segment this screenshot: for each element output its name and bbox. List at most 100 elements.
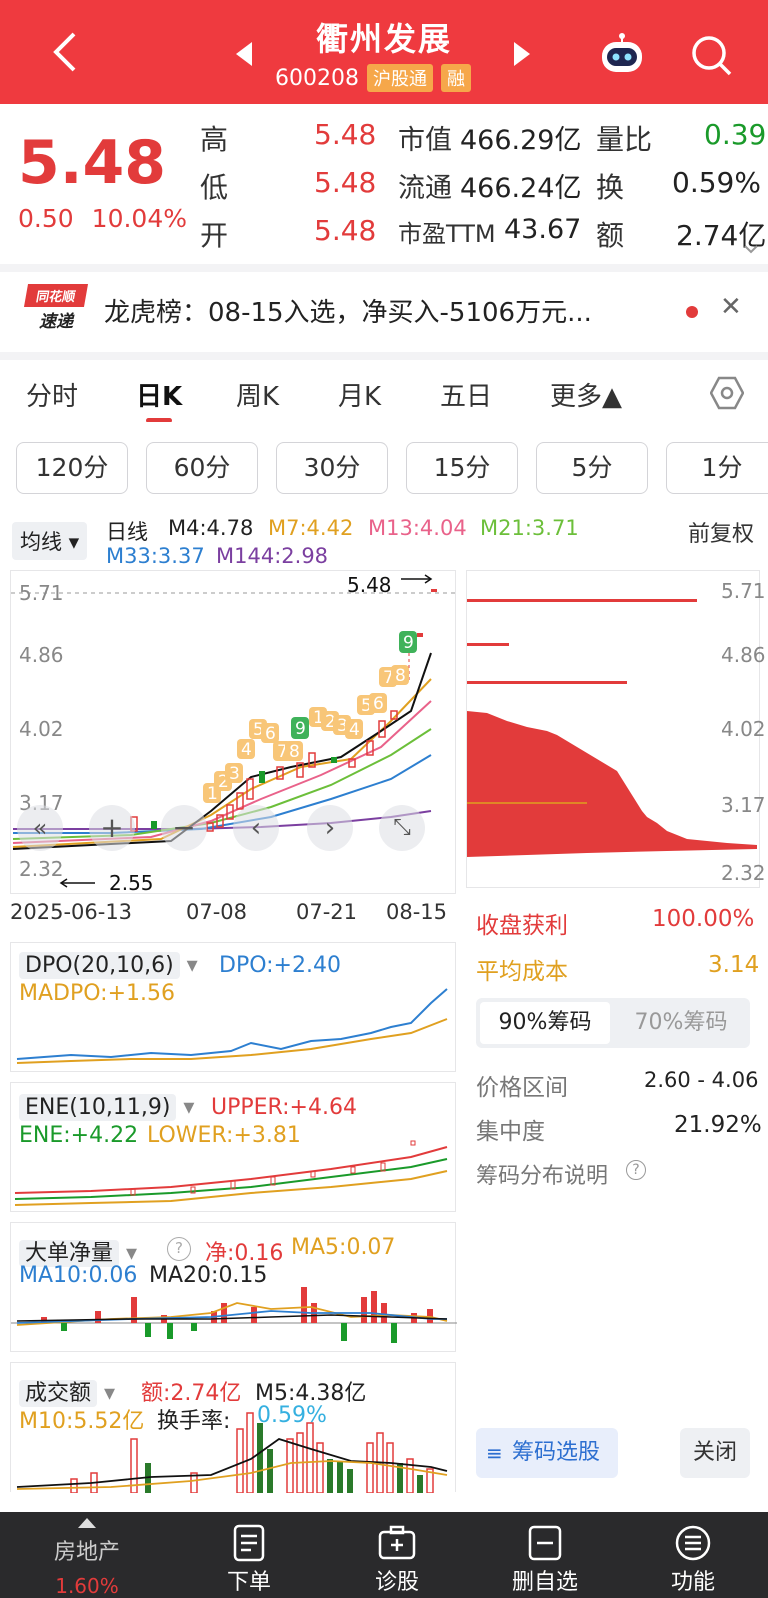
period-15m[interactable]: 15分 (406, 442, 518, 494)
robot-assistant-icon[interactable] (598, 30, 646, 78)
volume-ratio-value: 0.39 (704, 118, 767, 151)
avg-cost-label: 平均成本 (476, 959, 568, 985)
quote-panel: 5.48 0.50 10.04% 高 5.48 市值 466.29亿 量比 0.… (0, 104, 768, 264)
amount-m10-value: M10:5.52亿 (19, 1409, 145, 1434)
search-icon[interactable] (690, 34, 734, 78)
kline-chart: 1 2 3 4 5 6 7 8 9 1 2 3 4 5 6 7 8 9 (11, 574, 457, 888)
news-ticker[interactable]: 同花顺 速递 龙虎榜：08-15入选，净买入-5106万元... (0, 272, 768, 352)
ma-selector-label: 均线 (20, 530, 62, 554)
scroll-left-icon[interactable]: ‹ (233, 805, 279, 851)
kline-ytick-2: 4.86 (19, 643, 64, 667)
chip-distribution-panel[interactable]: 5.71 4.86 4.02 3.17 2.32 (466, 570, 766, 888)
tab-weekly-k[interactable]: 周K (236, 382, 280, 412)
period-30m[interactable]: 30分 (276, 442, 388, 494)
next-stock-icon[interactable] (514, 42, 530, 66)
tonghuashun-logo: 同花顺 速递 (23, 284, 89, 340)
avg-cost-value: 3.14 (708, 952, 760, 978)
period-60m[interactable]: 60分 (146, 442, 258, 494)
tab-chip-90[interactable]: 90%筹码 (480, 1002, 610, 1044)
kline-panel[interactable]: 1 2 3 4 5 6 7 8 9 1 2 3 4 5 6 7 8 9 (10, 570, 457, 895)
nav-order[interactable]: 下单 (194, 1524, 304, 1596)
nav-functions-label: 功能 (670, 1570, 715, 1595)
nav-functions[interactable]: 功能 (638, 1524, 748, 1596)
market-cap-value: 466.29亿 (460, 125, 582, 156)
amount-label: 额 (596, 219, 625, 252)
tab-intraday[interactable]: 分时 (26, 382, 79, 412)
close-chip-button[interactable]: 关闭 (680, 1428, 750, 1478)
nav-diagnose[interactable]: 诊股 (342, 1524, 452, 1596)
dadan-panel[interactable]: 大单净量 ▾ ? 净:0.16 MA5:0.07 MA10:0.06 MA20:… (10, 1222, 457, 1352)
chip-select-button[interactable]: ≡ 筹码选股 (476, 1428, 618, 1478)
header-bar: 衢州发展 600208 沪股通 融 (0, 0, 768, 104)
amount-value: 额:2.74亿 (141, 1381, 242, 1406)
amount-panel[interactable]: 成交额 ▾ 额:2.74亿 M5:4.38亿 M10:5.52亿 换手率: 0.… (10, 1362, 456, 1493)
svg-text:3: 3 (229, 764, 240, 784)
minute-period-buttons: 120分 60分 30分 15分 5分 1分 (0, 422, 768, 506)
tab-five-day[interactable]: 五日 (440, 382, 493, 412)
hk-connect-badge: 沪股通 (366, 64, 433, 92)
kline-ytick-1: 5.71 (19, 581, 64, 605)
nav-remove-label: 删自选 (511, 1570, 578, 1595)
close-icon[interactable]: ✕ (720, 292, 742, 322)
previous-stock-icon[interactable] (236, 42, 252, 66)
news-headline[interactable]: 龙虎榜：08-15入选，净买入-5106万元... (104, 298, 592, 328)
chip-ytick-3: 4.02 (721, 717, 766, 741)
ene-selector[interactable]: ENE(10,11,9) (19, 1094, 177, 1121)
expand-chevron-icon[interactable] (744, 244, 758, 254)
help-icon[interactable]: ? (626, 1160, 646, 1180)
sector-name: 房地产 (53, 1540, 120, 1565)
price-change-pct: 10.04% (91, 204, 187, 233)
chart-period-tabs: 分时 日K 周K 月K 五日 更多▲ (0, 360, 768, 423)
period-5m[interactable]: 5分 (536, 442, 648, 494)
td-sequence-markers: 1 2 3 4 5 6 7 8 9 1 2 3 4 5 6 7 8 9 (203, 631, 417, 804)
date-tick-1: 2025-06-13 (10, 900, 133, 924)
svg-text:7: 7 (277, 742, 288, 762)
dadan-selector[interactable]: 大单净量 (19, 1240, 120, 1267)
list-icon: ≡ (486, 1441, 503, 1465)
adjust-mode[interactable]: 前复权 (687, 522, 754, 547)
sector-info[interactable]: 房地产 1.60% (32, 1518, 142, 1598)
ene-panel[interactable]: ENE(10,11,9) ▾ UPPER:+4.64 ENE:+4.22 LOW… (10, 1082, 456, 1212)
scroll-to-start-icon[interactable]: « (17, 805, 63, 851)
back-arrow-icon[interactable] (46, 30, 86, 74)
svg-text:1: 1 (207, 784, 218, 804)
dpo-selector[interactable]: DPO(20,10,6) (19, 952, 180, 979)
svg-text:9: 9 (295, 719, 306, 739)
tab-daily-k[interactable]: 日K (136, 382, 183, 412)
tab-more[interactable]: 更多▲ (550, 382, 622, 412)
svg-text:4: 4 (241, 740, 252, 760)
kline-type: 日线 (106, 520, 148, 544)
date-tick-3: 07-21 (296, 900, 358, 924)
price-range-label: 价格区间 (476, 1075, 568, 1101)
chip-select-label: 筹码选股 (512, 1440, 601, 1465)
scroll-right-icon[interactable]: › (307, 805, 353, 851)
last-price: 5.48 (18, 128, 167, 198)
svg-text:5: 5 (253, 720, 264, 740)
dpo-value: DPO:+2.40 (219, 953, 341, 978)
tab-chip-70[interactable]: 70%筹码 (634, 1010, 728, 1035)
document-icon (233, 1524, 265, 1562)
concentration-value: 21.92% (674, 1112, 762, 1138)
pe-ttm-label: 市盈TTM (398, 220, 496, 248)
help-icon[interactable]: ? (167, 1237, 191, 1261)
chip-ytick-5: 2.32 (721, 861, 766, 885)
settings-hexagon-icon[interactable] (710, 376, 744, 410)
zoom-out-icon[interactable]: − (161, 805, 207, 851)
amount-selector[interactable]: 成交额 (19, 1380, 98, 1407)
ma-selector[interactable]: 均线 ▾ (12, 522, 88, 560)
chip-explain-link[interactable]: 筹码分布说明 (476, 1164, 609, 1189)
fullscreen-icon[interactable]: ⤡ (379, 805, 425, 851)
dpo-panel[interactable]: DPO(20,10,6) ▾ DPO:+2.40 MADPO:+1.56 (10, 942, 456, 1072)
period-1m[interactable]: 1分 (666, 442, 768, 494)
stock-name: 衢州发展 (315, 20, 452, 58)
tab-monthly-k[interactable]: 月K (338, 382, 382, 412)
profit-value: 100.00% (652, 906, 755, 932)
low-label: 低 (200, 171, 229, 204)
turnover-rate-label: 换手率: (157, 1409, 231, 1434)
ma144-value: M144:2.98 (216, 544, 329, 568)
nav-remove-watchlist[interactable]: 删自选 (490, 1524, 600, 1596)
zoom-in-icon[interactable]: + (89, 805, 135, 851)
medical-kit-icon (378, 1525, 416, 1560)
active-tab-indicator (146, 418, 172, 423)
period-120m[interactable]: 120分 (16, 442, 128, 494)
